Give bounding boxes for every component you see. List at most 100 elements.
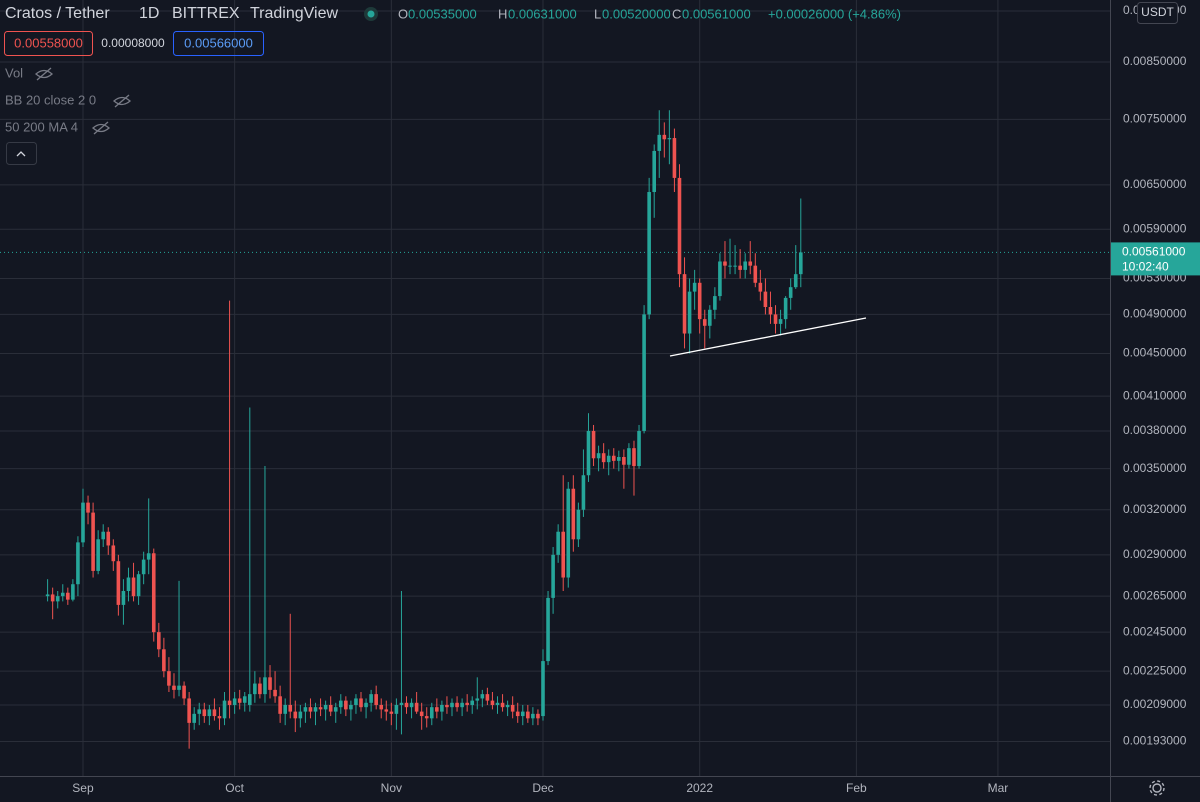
candle-body bbox=[187, 698, 191, 723]
sell-box[interactable] bbox=[4, 31, 93, 56]
candle-body bbox=[526, 711, 530, 719]
y-tick-label: 0.00209000 bbox=[1123, 697, 1187, 711]
y-tick-label: 0.00350000 bbox=[1123, 461, 1187, 475]
candle-body bbox=[733, 265, 737, 267]
y-tick-label: 0.00225000 bbox=[1123, 663, 1187, 677]
candle-body bbox=[338, 700, 343, 708]
candle-body bbox=[788, 287, 793, 298]
candle-body bbox=[182, 685, 186, 699]
candle-body bbox=[248, 694, 252, 705]
x-tick-label: Sep bbox=[72, 781, 94, 795]
candle-body bbox=[66, 592, 70, 600]
candle-body bbox=[126, 577, 131, 592]
candle-body bbox=[551, 554, 555, 598]
candle-body bbox=[596, 453, 601, 459]
symbol[interactable]: Cratos / Tether bbox=[5, 5, 110, 22]
last-price-label: 0.00561000 bbox=[1122, 245, 1186, 259]
candle-body bbox=[146, 553, 151, 560]
candle-body bbox=[222, 700, 227, 719]
candle-body bbox=[475, 698, 480, 701]
candle-body bbox=[288, 704, 293, 712]
candle-body bbox=[672, 138, 677, 178]
candle-body bbox=[652, 150, 656, 193]
trend-line[interactable] bbox=[669, 317, 867, 357]
candle-body bbox=[293, 711, 298, 719]
settings-gear[interactable] bbox=[1152, 783, 1162, 793]
candle-body bbox=[763, 291, 768, 308]
sell-price[interactable]: 0.00558000 bbox=[14, 35, 83, 50]
y-tick-label: 0.00320000 bbox=[1123, 502, 1187, 516]
candle-body bbox=[642, 314, 646, 431]
settings-teeth[interactable] bbox=[1149, 780, 1165, 796]
eye-icon[interactable] bbox=[92, 121, 110, 135]
candle-body bbox=[515, 711, 520, 717]
change: +0.00026000 (+4.86%) bbox=[768, 6, 901, 21]
candle-body bbox=[718, 261, 722, 297]
ohlc-value: 0.00535000 bbox=[408, 6, 477, 21]
x-tick-label: Feb bbox=[846, 781, 867, 795]
candle-body bbox=[394, 704, 399, 714]
currency[interactable]: USDT bbox=[1141, 5, 1174, 19]
candle-body bbox=[617, 457, 621, 461]
candle-body bbox=[455, 702, 459, 708]
candle-body bbox=[753, 265, 758, 283]
eye-icon[interactable] bbox=[113, 94, 131, 108]
eye-icons[interactable] bbox=[35, 67, 131, 135]
candle-body bbox=[490, 700, 495, 705]
candle-body bbox=[157, 632, 161, 650]
currency-box[interactable] bbox=[1137, 2, 1178, 24]
candle-body bbox=[217, 716, 222, 719]
settings-icon[interactable] bbox=[1149, 780, 1165, 796]
overlay: Cratos / Tether 1D BITTREX TradingView O… bbox=[4, 5, 901, 165]
candle-body bbox=[60, 592, 65, 597]
candle-body bbox=[303, 707, 308, 712]
candle-body bbox=[349, 704, 353, 710]
candle-body bbox=[531, 713, 535, 719]
candle-body bbox=[536, 713, 540, 719]
y-tick-label: 0.00490000 bbox=[1123, 307, 1187, 321]
candle-body bbox=[101, 531, 106, 540]
candle-body bbox=[76, 542, 80, 585]
candle-body bbox=[167, 671, 171, 686]
x-tick-label: Oct bbox=[225, 781, 244, 795]
candle-body bbox=[667, 138, 672, 140]
candle-body bbox=[480, 694, 485, 699]
candle-body bbox=[738, 265, 742, 270]
candle-body bbox=[45, 594, 50, 597]
buy-box[interactable] bbox=[173, 31, 264, 56]
price-axis[interactable] bbox=[1110, 0, 1200, 802]
y-tick-label: 0.00650000 bbox=[1123, 177, 1187, 191]
candle-body bbox=[354, 698, 358, 705]
candle-body bbox=[627, 448, 631, 465]
candle-body bbox=[470, 700, 475, 705]
indicator-label[interactable]: 50 200 MA 4 bbox=[5, 119, 78, 134]
candle-body bbox=[687, 291, 692, 334]
candle-body bbox=[606, 455, 611, 463]
collapse-icon[interactable] bbox=[16, 151, 26, 157]
ohlc-key: O bbox=[398, 6, 408, 21]
indicator-label[interactable]: BB 20 close 2 0 bbox=[5, 92, 96, 107]
time-axis[interactable] bbox=[0, 776, 1110, 802]
candle-body bbox=[435, 707, 439, 712]
candle-body bbox=[50, 594, 55, 602]
candle-body bbox=[151, 553, 156, 633]
candle-body bbox=[571, 488, 576, 540]
interval[interactable]: 1D bbox=[139, 5, 159, 22]
candle-body bbox=[783, 297, 788, 320]
y-tick-label: 0.00290000 bbox=[1123, 547, 1187, 561]
candle-body bbox=[207, 709, 212, 717]
candle-body bbox=[682, 274, 687, 334]
eye-icon[interactable] bbox=[35, 67, 53, 81]
candle-body bbox=[778, 319, 783, 324]
collapse-button[interactable] bbox=[6, 142, 37, 165]
candle-body bbox=[399, 702, 404, 705]
candle-body bbox=[677, 177, 682, 275]
x-tick-label: 2022 bbox=[686, 781, 713, 795]
buy-price[interactable]: 0.00566000 bbox=[184, 35, 253, 50]
candle-body bbox=[364, 702, 368, 708]
x-tick-label: Nov bbox=[381, 781, 402, 795]
indicator-label[interactable]: Vol bbox=[5, 65, 23, 80]
candle-body bbox=[404, 702, 409, 708]
